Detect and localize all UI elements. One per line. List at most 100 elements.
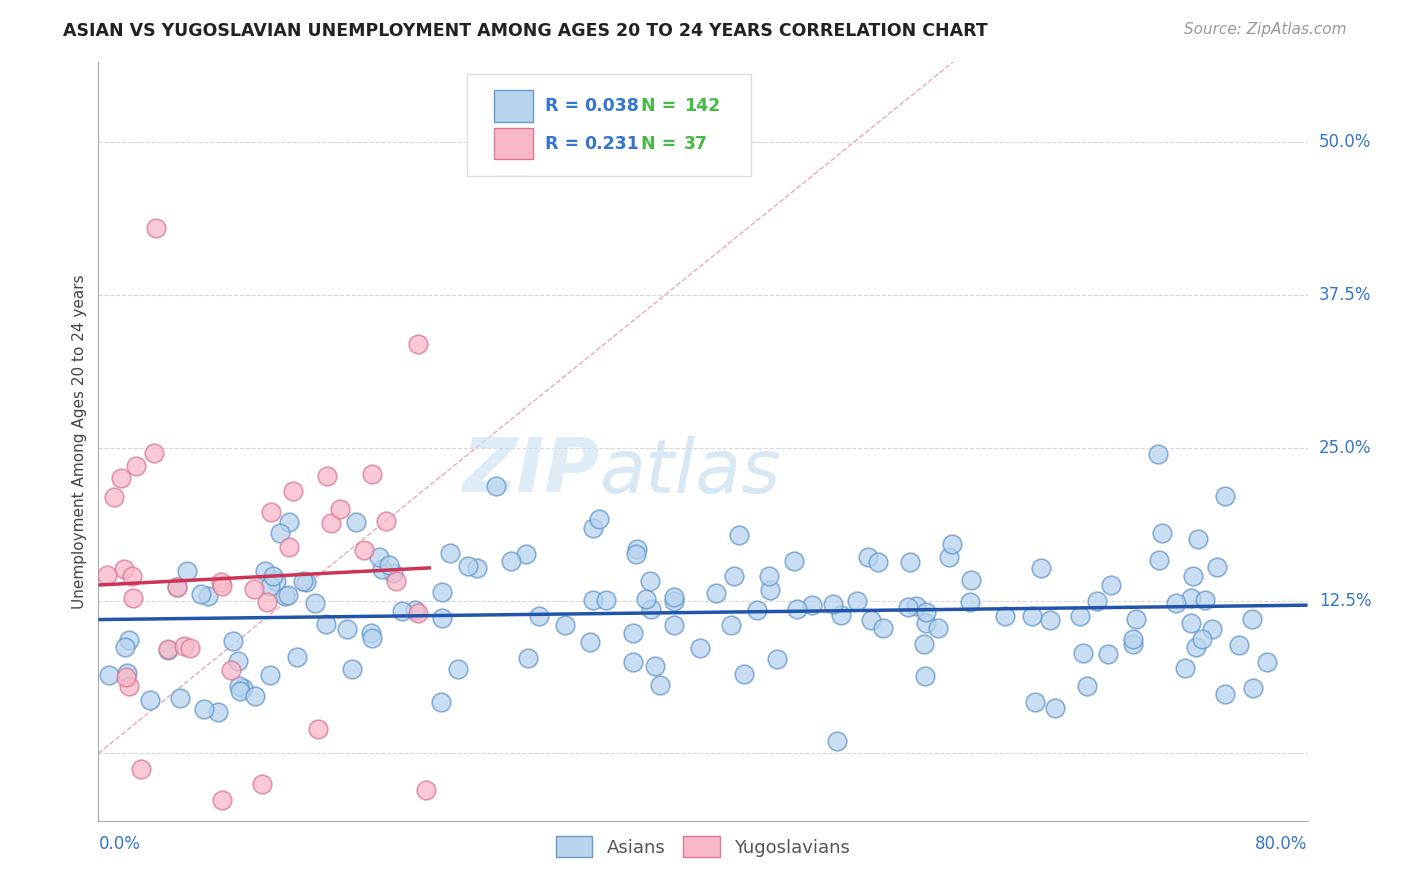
Point xyxy=(439,545,461,559)
Point xyxy=(621,625,644,640)
Point xyxy=(1227,638,1250,652)
Point xyxy=(1256,656,1278,670)
Point xyxy=(361,632,384,646)
Point xyxy=(582,520,605,534)
Point xyxy=(256,595,278,609)
Text: N =: N = xyxy=(641,135,682,153)
Point xyxy=(994,609,1017,624)
Point xyxy=(316,469,339,483)
Point xyxy=(626,542,648,557)
Point xyxy=(1069,609,1091,624)
Point xyxy=(1076,680,1098,694)
Point xyxy=(588,512,610,526)
Text: 0.231: 0.231 xyxy=(585,135,640,153)
Point xyxy=(457,559,479,574)
Point xyxy=(644,658,666,673)
Point xyxy=(1201,622,1223,636)
Point xyxy=(1180,591,1202,605)
Point xyxy=(1122,637,1144,651)
Point xyxy=(515,547,537,561)
Point xyxy=(578,635,600,649)
Point xyxy=(115,670,138,684)
Point xyxy=(121,569,143,583)
Text: N =: N = xyxy=(641,96,682,115)
Point xyxy=(139,693,162,707)
Point xyxy=(720,617,742,632)
Point xyxy=(1146,447,1168,461)
Point xyxy=(1021,608,1043,623)
Bar xyxy=(494,90,533,121)
Point xyxy=(96,567,118,582)
Point xyxy=(391,604,413,618)
Point xyxy=(1213,687,1236,701)
Point xyxy=(176,564,198,578)
Point xyxy=(689,640,711,655)
Point xyxy=(340,662,363,676)
Point xyxy=(269,525,291,540)
Y-axis label: Unemployment Among Ages 20 to 24 years: Unemployment Among Ages 20 to 24 years xyxy=(72,274,87,609)
Point xyxy=(262,568,284,582)
Legend: Asians, Yugoslavians: Asians, Yugoslavians xyxy=(547,827,859,866)
Point xyxy=(98,667,121,681)
Point xyxy=(430,584,453,599)
Text: 80.0%: 80.0% xyxy=(1256,835,1308,854)
Text: 37.5%: 37.5% xyxy=(1319,285,1371,304)
Point xyxy=(166,580,188,594)
Point xyxy=(624,547,647,561)
Point xyxy=(621,655,644,669)
Point xyxy=(222,634,245,648)
Point xyxy=(1039,613,1062,627)
Point xyxy=(166,580,188,594)
Point xyxy=(783,554,806,568)
Point xyxy=(485,478,508,492)
Text: ASIAN VS YUGOSLAVIAN UNEMPLOYMENT AMONG AGES 20 TO 24 YEARS CORRELATION CHART: ASIAN VS YUGOSLAVIAN UNEMPLOYMENT AMONG … xyxy=(63,22,988,40)
Point xyxy=(1029,561,1052,575)
Point xyxy=(1240,612,1263,626)
Point xyxy=(353,543,375,558)
Point xyxy=(1181,569,1204,583)
Point xyxy=(938,550,960,565)
Text: 0.0%: 0.0% xyxy=(98,835,141,854)
Point xyxy=(253,565,276,579)
Point xyxy=(432,611,454,625)
Point xyxy=(228,679,250,693)
Point xyxy=(446,662,468,676)
Point xyxy=(1152,525,1174,540)
Point xyxy=(143,446,166,460)
Point xyxy=(360,467,382,481)
Point xyxy=(295,574,318,589)
Text: Source: ZipAtlas.com: Source: ZipAtlas.com xyxy=(1184,22,1347,37)
Point xyxy=(103,490,125,504)
Point xyxy=(360,626,382,640)
Point xyxy=(927,621,949,635)
Point xyxy=(259,579,281,593)
Point xyxy=(640,602,662,616)
Point xyxy=(897,600,920,615)
Point xyxy=(114,640,136,655)
Point xyxy=(905,599,928,613)
Point xyxy=(193,702,215,716)
Point xyxy=(914,669,936,683)
Point xyxy=(277,588,299,602)
Point xyxy=(1187,532,1209,546)
Point xyxy=(634,591,657,606)
Point xyxy=(156,642,179,657)
Point xyxy=(1097,648,1119,662)
Point xyxy=(745,602,768,616)
Point xyxy=(1147,552,1170,566)
Point xyxy=(315,617,337,632)
Point xyxy=(404,603,426,617)
Point xyxy=(307,722,329,736)
Point xyxy=(1087,594,1109,608)
Point xyxy=(169,691,191,706)
Point xyxy=(733,666,755,681)
Text: 142: 142 xyxy=(683,96,720,115)
Point xyxy=(914,616,936,631)
Point xyxy=(723,568,745,582)
Point xyxy=(704,586,727,600)
Point xyxy=(250,777,273,791)
Point xyxy=(912,637,935,651)
Point xyxy=(595,592,617,607)
Point xyxy=(285,650,308,665)
Text: R =: R = xyxy=(544,96,585,115)
